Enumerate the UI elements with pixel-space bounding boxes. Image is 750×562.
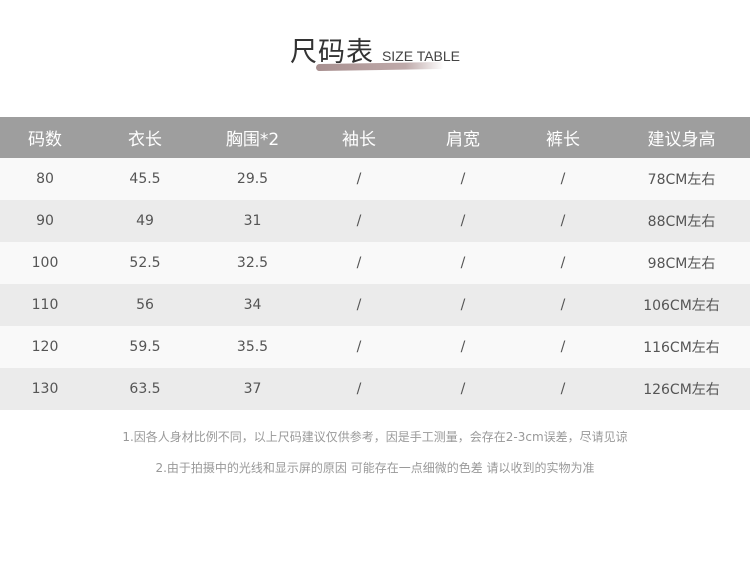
table-cell: 106CM左右 bbox=[613, 284, 750, 326]
notes: 1.因各人身材比例不同，以上尺码建议仅供参考，因是手工测量，会存在2-3cm误差… bbox=[0, 428, 750, 490]
table-cell: 37 bbox=[200, 368, 305, 410]
table-cell: / bbox=[513, 326, 613, 368]
table-cell: / bbox=[305, 200, 413, 242]
column-header: 胸围*2 bbox=[200, 117, 305, 158]
column-header: 建议身高 bbox=[613, 117, 750, 158]
table-cell: 31 bbox=[200, 200, 305, 242]
table-cell: 32.5 bbox=[200, 242, 305, 284]
column-header: 衣长 bbox=[90, 117, 200, 158]
table-cell: / bbox=[513, 200, 613, 242]
page-title: 尺码表 SIZE TABLE bbox=[0, 30, 750, 69]
table-row: 120 59.5 35.5///116CM左右 bbox=[0, 326, 750, 368]
table-cell: 59.5 bbox=[90, 326, 200, 368]
table-cell: 34 bbox=[200, 284, 305, 326]
table-row: 90 49 31///88CM左右 bbox=[0, 200, 750, 242]
column-header: 码数 bbox=[0, 117, 90, 158]
note-2: 2.由于拍摄中的光线和显示屏的原因 可能存在一点细微的色差 请以收到的实物为准 bbox=[155, 461, 595, 475]
table-cell: 63.5 bbox=[90, 368, 200, 410]
table-cell: / bbox=[305, 242, 413, 284]
size-table: 码数 衣长 胸围*2 袖长 肩宽 裤长 建议身高 80 45.5 29.5///78CM左右 90… bbox=[0, 117, 750, 410]
table-cell: 110 bbox=[0, 284, 90, 326]
table-cell: / bbox=[305, 368, 413, 410]
table-row: 80 45.5 29.5///78CM左右 bbox=[0, 158, 750, 200]
title-en: SIZE TABLE bbox=[381, 48, 461, 64]
table-cell: / bbox=[413, 158, 513, 200]
table-row: 100 52.5 32.5///98CM左右 bbox=[0, 242, 750, 284]
table-cell: 98CM左右 bbox=[613, 242, 750, 284]
table-cell: 45.5 bbox=[90, 158, 200, 200]
table-row: 110 56 34///106CM左右 bbox=[0, 284, 750, 326]
table-cell: / bbox=[513, 242, 613, 284]
table-row: 130 63.5 37///126CM左右 bbox=[0, 368, 750, 410]
table-cell: / bbox=[513, 368, 613, 410]
table-cell: / bbox=[413, 200, 513, 242]
table-cell: 78CM左右 bbox=[613, 158, 750, 200]
table-cell: / bbox=[413, 326, 513, 368]
table-cell: 120 bbox=[0, 326, 90, 368]
table-cell: / bbox=[513, 158, 613, 200]
table-cell: / bbox=[305, 326, 413, 368]
table-cell: 90 bbox=[0, 200, 90, 242]
table-header: 码数 衣长 胸围*2 袖长 肩宽 裤长 建议身高 bbox=[0, 117, 750, 158]
table-cell: / bbox=[413, 284, 513, 326]
table-cell: 52.5 bbox=[90, 242, 200, 284]
brush-underline bbox=[315, 61, 445, 72]
table-cell: / bbox=[513, 284, 613, 326]
table-cell: 126CM左右 bbox=[613, 368, 750, 410]
table-cell: / bbox=[413, 368, 513, 410]
column-header: 肩宽 bbox=[413, 117, 513, 158]
table-cell: 29.5 bbox=[200, 158, 305, 200]
table-cell: / bbox=[413, 242, 513, 284]
note-1: 1.因各人身材比例不同，以上尺码建议仅供参考，因是手工测量，会存在2-3cm误差… bbox=[122, 430, 628, 444]
table-cell: 49 bbox=[90, 200, 200, 242]
table-cell: / bbox=[305, 158, 413, 200]
table-cell: 130 bbox=[0, 368, 90, 410]
table-cell: / bbox=[305, 284, 413, 326]
column-header: 裤长 bbox=[513, 117, 613, 158]
table-cell: 80 bbox=[0, 158, 90, 200]
table-cell: 100 bbox=[0, 242, 90, 284]
table-cell: 56 bbox=[90, 284, 200, 326]
table-cell: 116CM左右 bbox=[613, 326, 750, 368]
table-cell: 35.5 bbox=[200, 326, 305, 368]
column-header: 袖长 bbox=[305, 117, 413, 158]
table-cell: 88CM左右 bbox=[613, 200, 750, 242]
